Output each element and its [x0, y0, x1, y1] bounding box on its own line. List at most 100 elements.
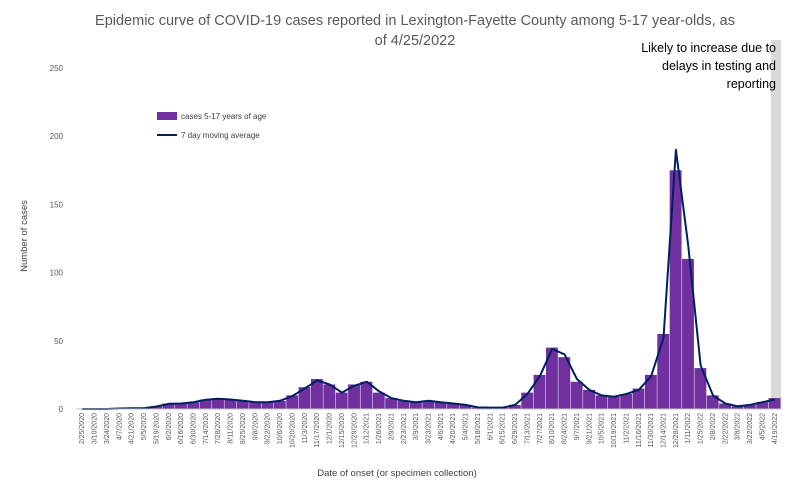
bar-17: [286, 395, 299, 409]
y-tick-label-150: 150: [50, 200, 64, 209]
bar-40: [570, 381, 583, 409]
x-tick-label-28: 3/23/2021: [426, 413, 433, 444]
bar-9: [187, 402, 200, 409]
x-tick-label-13: 8/25/2020: [240, 413, 247, 444]
bar-14: [249, 402, 262, 409]
x-tick-label-19: 11/17/2020: [314, 413, 321, 448]
bar-13: [236, 400, 249, 409]
bar-27: [409, 402, 422, 409]
y-axis-ticks: 0 50 100 150 200 250: [50, 64, 64, 414]
x-tick-label-48: 12/28/2021: [673, 413, 680, 448]
bar-28: [422, 400, 435, 409]
x-tick-label-1: 3/10/2020: [92, 413, 99, 444]
x-tick-label-23: 1/12/2021: [364, 413, 371, 444]
bar-12: [224, 399, 237, 409]
bar-22: [348, 384, 360, 409]
bar-41: [583, 389, 595, 409]
x-tick-label-15: 9/22/2020: [265, 413, 272, 444]
x-axis-label: Date of onset (or specimen collection): [317, 468, 476, 479]
bar-19: [311, 378, 323, 409]
x-tick-label-20: 12/1/2020: [327, 413, 334, 444]
bar-25: [385, 398, 398, 409]
x-tick-label-10: 7/14/2020: [203, 413, 210, 444]
moving-average-line: [82, 148, 776, 410]
bar-52: [719, 403, 732, 409]
x-tick-label-31: 5/4/2021: [463, 413, 470, 440]
bar-35: [508, 404, 521, 409]
x-tick-label-34: 6/15/2021: [500, 413, 507, 444]
x-tick-label-55: 4/5/2022: [759, 413, 766, 440]
x-tick-label-18: 11/3/2020: [302, 413, 309, 444]
x-tick-label-17: 10/20/2020: [289, 413, 296, 448]
bar-24: [372, 392, 385, 409]
x-tick-label-54: 3/22/2022: [747, 413, 754, 444]
x-tick-label-21: 12/15/2020: [339, 413, 346, 448]
legend-label-bars: cases 5-17 years of age: [181, 112, 267, 121]
y-tick-label-0: 0: [59, 405, 64, 414]
bar-29: [434, 402, 447, 409]
x-tick-label-27: 3/9/2021: [413, 413, 420, 440]
x-tick-label-44: 11/2/2021: [623, 413, 630, 444]
x-tick-label-3: 4/7/2020: [116, 413, 123, 440]
x-tick-label-7: 6/2/2020: [166, 413, 173, 440]
bar-26: [397, 400, 410, 409]
x-tick-label-0: 2/25/2020: [79, 413, 86, 444]
x-tick-label-26: 2/23/2021: [401, 413, 408, 444]
x-tick-label-40: 9/7/2021: [574, 413, 581, 440]
bar-16: [273, 400, 286, 409]
x-tick-label-29: 4/6/2021: [438, 413, 445, 440]
x-tick-label-9: 6/30/2020: [191, 413, 198, 444]
x-tick-label-37: 7/27/2021: [537, 413, 544, 444]
bar-8: [174, 403, 187, 409]
bar-50: [694, 368, 707, 409]
x-tick-label-30: 4/20/2021: [450, 413, 457, 444]
bar-45: [632, 388, 645, 409]
y-tick-label-250: 250: [50, 64, 64, 73]
x-tick-label-53: 3/8/2022: [735, 413, 742, 440]
x-tick-label-33: 6/1/2021: [487, 413, 494, 440]
legend-swatch-bars: [157, 112, 177, 120]
x-tick-label-49: 1/11/2022: [685, 413, 692, 444]
bar-42: [595, 395, 608, 409]
bar-31: [459, 404, 472, 409]
x-tick-label-32: 5/18/2021: [475, 413, 482, 444]
x-tick-label-4: 4/21/2020: [129, 413, 136, 444]
legend-label-line: 7 day moving average: [181, 131, 260, 140]
y-tick-label-100: 100: [50, 269, 64, 278]
x-tick-label-51: 2/8/2022: [710, 413, 717, 440]
x-tick-label-16: 10/6/2020: [277, 413, 284, 444]
bar-43: [607, 396, 620, 409]
x-tick-label-56: 4/19/2022: [772, 413, 779, 444]
annotation-line-1: Likely to increase due to: [641, 41, 776, 55]
reporting-delay-annotation: Likely to increase due to delays in test…: [641, 41, 776, 91]
bar-51: [706, 395, 719, 409]
x-tick-label-36: 7/13/2021: [524, 413, 531, 444]
bar-37: [533, 374, 546, 409]
x-tick-label-46: 11/30/2021: [648, 413, 655, 448]
x-tick-label-8: 6/16/2020: [178, 413, 185, 444]
x-tick-label-6: 5/19/2020: [153, 413, 160, 444]
bar-56: [768, 398, 781, 409]
x-tick-label-12: 8/11/2020: [228, 413, 235, 444]
x-axis-ticks: 2/25/2020 3/10/2020 3/24/2020 4/7/2020 4/21/…: [79, 413, 779, 448]
x-tick-label-41: 9/21/2021: [586, 413, 593, 444]
bar-11: [212, 398, 224, 409]
x-tick-label-39: 8/24/2021: [562, 413, 569, 444]
x-tick-label-25: 2/9/2021: [388, 413, 395, 440]
y-tick-label-200: 200: [50, 132, 64, 141]
x-tick-label-52: 2/22/2022: [722, 413, 729, 444]
annotation-line-3: reporting: [727, 77, 776, 91]
x-tick-label-38: 8/10/2021: [549, 413, 556, 444]
legend: cases 5-17 years of age 7 day moving ave…: [157, 112, 267, 140]
y-axis-label: Number of cases: [19, 200, 30, 272]
bar-series: [113, 170, 781, 409]
bar-15: [261, 402, 274, 409]
x-tick-label-5: 5/5/2020: [141, 413, 148, 440]
bar-55: [756, 402, 769, 409]
y-tick-label-50: 50: [54, 337, 63, 346]
bar-6: [150, 406, 163, 409]
bar-38: [546, 347, 558, 409]
bar-46: [644, 374, 657, 409]
x-tick-label-24: 1/26/2021: [376, 413, 383, 444]
